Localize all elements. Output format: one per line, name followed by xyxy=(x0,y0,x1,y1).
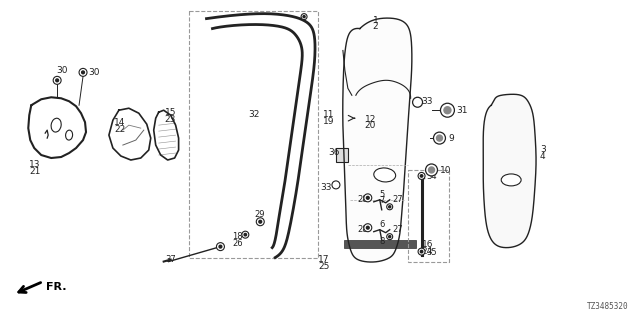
Circle shape xyxy=(332,181,340,189)
Text: 34: 34 xyxy=(426,172,437,181)
Circle shape xyxy=(53,76,61,84)
Ellipse shape xyxy=(65,130,72,140)
Circle shape xyxy=(216,243,225,251)
Bar xyxy=(408,170,449,261)
Circle shape xyxy=(388,206,391,208)
Text: 33: 33 xyxy=(422,97,433,106)
Circle shape xyxy=(244,234,246,236)
Circle shape xyxy=(219,245,222,248)
Circle shape xyxy=(82,71,84,74)
Circle shape xyxy=(418,248,425,255)
Text: 36: 36 xyxy=(328,148,339,157)
Text: 15: 15 xyxy=(164,108,176,117)
Text: 9: 9 xyxy=(449,134,454,143)
Text: 13: 13 xyxy=(29,160,41,169)
Circle shape xyxy=(387,234,393,240)
Circle shape xyxy=(387,204,393,210)
Text: 7: 7 xyxy=(380,196,385,205)
Text: 28: 28 xyxy=(358,225,369,234)
Circle shape xyxy=(433,132,445,144)
Text: 11: 11 xyxy=(323,110,335,119)
Ellipse shape xyxy=(501,174,521,186)
Text: 30: 30 xyxy=(88,68,99,77)
Bar xyxy=(344,240,415,248)
Text: 10: 10 xyxy=(440,166,451,175)
Ellipse shape xyxy=(51,118,61,132)
Circle shape xyxy=(259,220,262,223)
Circle shape xyxy=(366,196,369,199)
Circle shape xyxy=(242,231,249,238)
Text: 21: 21 xyxy=(29,167,41,176)
Text: 1: 1 xyxy=(372,16,378,25)
Text: 4: 4 xyxy=(540,152,546,161)
Circle shape xyxy=(420,175,423,177)
Text: 5: 5 xyxy=(380,190,385,199)
Text: 2: 2 xyxy=(372,22,378,31)
Circle shape xyxy=(420,250,423,253)
Text: 23: 23 xyxy=(164,115,176,124)
Text: 35: 35 xyxy=(426,248,437,257)
Circle shape xyxy=(388,236,391,238)
Circle shape xyxy=(426,164,438,176)
Polygon shape xyxy=(343,18,412,262)
Text: FR.: FR. xyxy=(46,283,67,292)
Circle shape xyxy=(364,194,372,202)
Text: TZ3485320: TZ3485320 xyxy=(587,302,628,311)
Circle shape xyxy=(256,218,264,226)
Text: 32: 32 xyxy=(248,110,260,119)
Circle shape xyxy=(429,167,435,173)
Circle shape xyxy=(301,14,307,20)
Text: 17: 17 xyxy=(318,255,330,264)
Circle shape xyxy=(418,172,425,180)
Text: 29: 29 xyxy=(254,210,265,219)
Text: 6: 6 xyxy=(380,220,385,229)
Text: 18: 18 xyxy=(232,232,243,241)
Polygon shape xyxy=(483,94,536,248)
Bar xyxy=(336,148,348,162)
Circle shape xyxy=(303,16,305,18)
Circle shape xyxy=(440,103,454,117)
Circle shape xyxy=(436,135,442,141)
Text: 30: 30 xyxy=(56,67,68,76)
Text: 27: 27 xyxy=(393,195,403,204)
Text: 16: 16 xyxy=(422,240,433,249)
Ellipse shape xyxy=(374,168,396,182)
Circle shape xyxy=(366,226,369,229)
Circle shape xyxy=(444,107,451,114)
Circle shape xyxy=(56,79,58,82)
Text: 14: 14 xyxy=(114,118,125,127)
Text: 37: 37 xyxy=(166,255,177,264)
Text: 22: 22 xyxy=(114,125,125,134)
Bar xyxy=(189,11,318,258)
Text: 20: 20 xyxy=(365,121,376,130)
Text: 25: 25 xyxy=(318,261,330,270)
Circle shape xyxy=(79,68,87,76)
Text: 3: 3 xyxy=(540,145,546,154)
Text: 12: 12 xyxy=(365,115,376,124)
Circle shape xyxy=(413,97,422,107)
Text: 31: 31 xyxy=(456,106,468,115)
Text: 8: 8 xyxy=(380,237,385,246)
Text: 27: 27 xyxy=(393,225,403,234)
Text: 26: 26 xyxy=(232,239,243,248)
Text: 19: 19 xyxy=(323,117,335,126)
Text: 33: 33 xyxy=(320,183,332,192)
Text: 28: 28 xyxy=(358,195,369,204)
Circle shape xyxy=(364,224,372,232)
Text: 24: 24 xyxy=(422,247,433,256)
